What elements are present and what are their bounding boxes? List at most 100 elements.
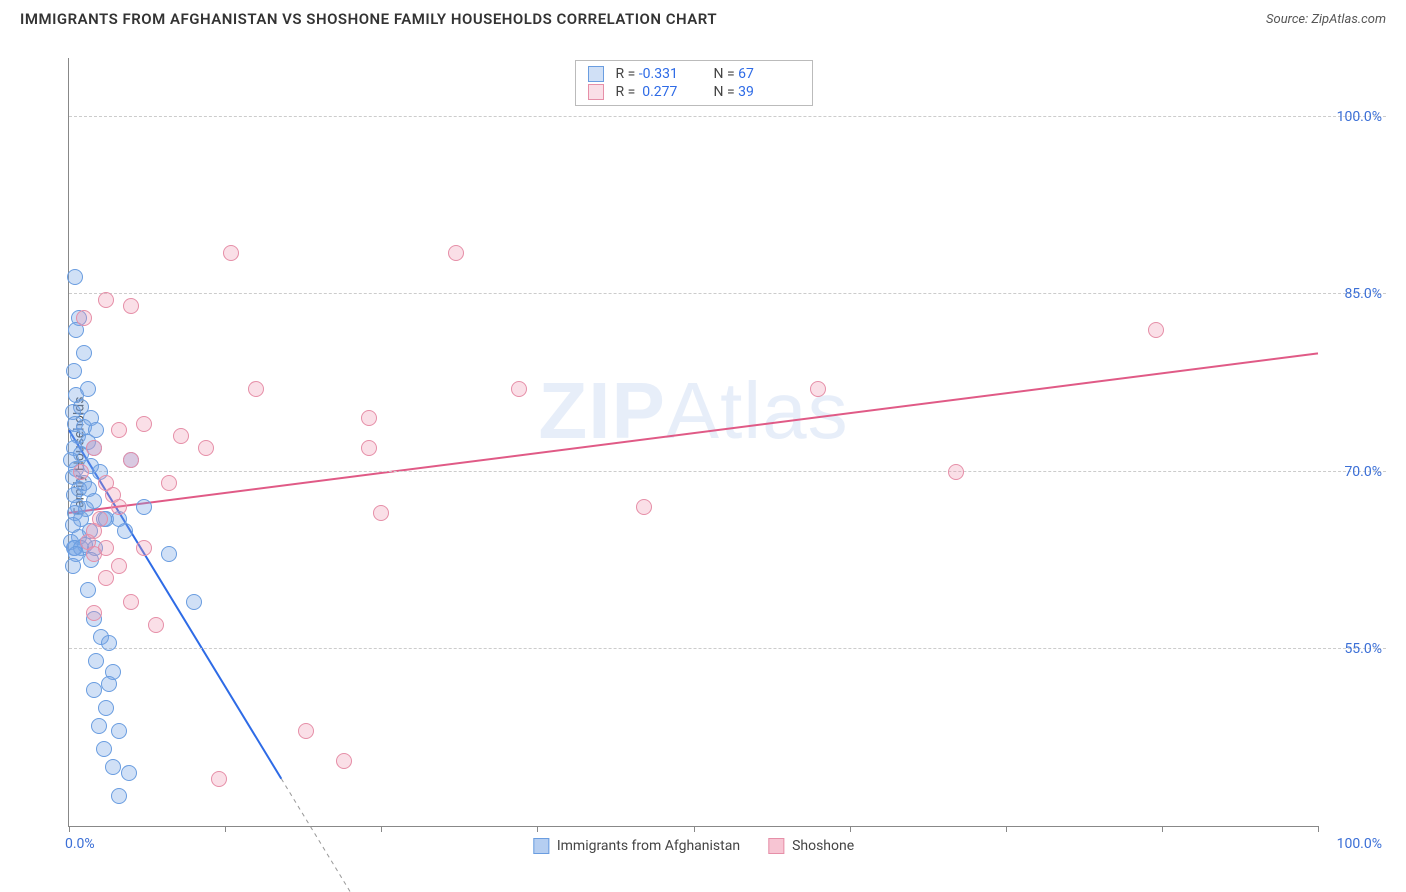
stats-n-cell-1: N = 67 xyxy=(714,66,800,82)
chart-container: Family Households ZIPAtlas R = -0.331 N … xyxy=(20,40,1386,872)
data-point xyxy=(298,723,314,739)
data-point xyxy=(198,440,214,456)
data-point xyxy=(1148,322,1164,338)
chart-title: IMMIGRANTS FROM AFGHANISTAN VS SHOSHONE … xyxy=(20,10,717,28)
legend-swatch-1 xyxy=(533,838,549,854)
r-label: R = xyxy=(616,84,636,100)
n-label: N = xyxy=(714,66,735,82)
correlation-stats-box: R = -0.331 N = 67 R = 0.277 N = 39 xyxy=(575,60,813,106)
source-prefix: Source: xyxy=(1266,12,1311,27)
x-tick xyxy=(69,826,70,832)
data-point xyxy=(248,381,264,397)
data-point xyxy=(173,428,189,444)
x-tick xyxy=(537,826,538,832)
data-point xyxy=(66,363,82,379)
data-point xyxy=(98,570,114,586)
data-point xyxy=(448,245,464,261)
data-point xyxy=(98,700,114,716)
data-point xyxy=(86,440,102,456)
data-point xyxy=(810,381,826,397)
data-point xyxy=(121,765,137,781)
r-value-2: 0.277 xyxy=(642,84,677,100)
data-point xyxy=(948,464,964,480)
data-point xyxy=(91,718,107,734)
data-point xyxy=(361,410,377,426)
y-tick-label: 85.0% xyxy=(1344,286,1382,302)
data-point xyxy=(105,487,121,503)
data-point xyxy=(123,452,139,468)
data-point xyxy=(136,540,152,556)
r-label: R = xyxy=(616,66,636,82)
data-point xyxy=(136,499,152,515)
data-point xyxy=(211,771,227,787)
y-tick-label: 70.0% xyxy=(1344,464,1382,480)
stats-swatch-series-1 xyxy=(588,66,604,82)
data-point xyxy=(161,546,177,562)
data-point xyxy=(101,676,117,692)
x-tick xyxy=(225,826,226,832)
data-point xyxy=(86,605,102,621)
x-tick xyxy=(1318,826,1319,832)
x-tick xyxy=(1162,826,1163,832)
data-point xyxy=(373,505,389,521)
data-point xyxy=(161,475,177,491)
legend-bottom: Immigrants from Afghanistan Shoshone xyxy=(533,838,854,854)
header: IMMIGRANTS FROM AFGHANISTAN VS SHOSHONE … xyxy=(0,0,1406,34)
legend-item-1: Immigrants from Afghanistan xyxy=(533,838,740,854)
data-point xyxy=(111,723,127,739)
data-point xyxy=(111,422,127,438)
legend-label-1: Immigrants from Afghanistan xyxy=(557,838,740,854)
source-name: ZipAtlas.com xyxy=(1311,12,1386,27)
x-axis-max-label: 100.0% xyxy=(1337,836,1382,852)
x-axis-min-label: 0.0% xyxy=(65,836,95,852)
data-point xyxy=(86,546,102,562)
stats-r-cell-1: R = -0.331 xyxy=(616,66,702,82)
legend-label-2: Shoshone xyxy=(792,838,854,854)
stats-swatch-series-2 xyxy=(588,84,604,100)
data-point xyxy=(111,558,127,574)
y-tick-label: 55.0% xyxy=(1344,641,1382,657)
data-point xyxy=(123,298,139,314)
stats-row-series-1: R = -0.331 N = 67 xyxy=(576,65,812,83)
data-point xyxy=(336,753,352,769)
x-tick xyxy=(694,826,695,832)
n-value-2: 39 xyxy=(738,84,754,100)
data-point xyxy=(96,741,112,757)
n-label: N = xyxy=(714,84,735,100)
data-point xyxy=(101,635,117,651)
plot-area: ZIPAtlas R = -0.331 N = 67 R = 0.277 N =… xyxy=(68,58,1318,827)
data-point xyxy=(65,558,81,574)
x-tick xyxy=(1006,826,1007,832)
data-point xyxy=(76,310,92,326)
data-point xyxy=(136,416,152,432)
watermark: ZIPAtlas xyxy=(538,365,848,457)
x-tick xyxy=(381,826,382,832)
data-point xyxy=(111,788,127,804)
source-attribution: Source: ZipAtlas.com xyxy=(1266,12,1386,27)
legend-swatch-2 xyxy=(768,838,784,854)
stats-r-cell-2: R = 0.277 xyxy=(616,84,702,100)
stats-row-series-2: R = 0.277 N = 39 xyxy=(576,83,812,101)
legend-item-2: Shoshone xyxy=(768,838,854,854)
watermark-light: Atlas xyxy=(666,366,849,455)
trend-line xyxy=(69,353,1318,513)
gridline xyxy=(69,648,1386,649)
n-value-1: 67 xyxy=(738,66,754,82)
data-point xyxy=(80,582,96,598)
data-point xyxy=(98,292,114,308)
gridline xyxy=(69,293,1386,294)
data-point xyxy=(361,440,377,456)
watermark-bold: ZIP xyxy=(538,366,665,455)
gridline xyxy=(69,116,1386,117)
data-point xyxy=(76,345,92,361)
data-point xyxy=(73,464,89,480)
data-point xyxy=(86,682,102,698)
data-point xyxy=(117,523,133,539)
stats-n-cell-2: N = 39 xyxy=(714,84,800,100)
data-point xyxy=(511,381,527,397)
data-point xyxy=(186,594,202,610)
data-point xyxy=(636,499,652,515)
data-point xyxy=(88,653,104,669)
data-point xyxy=(105,759,121,775)
data-point xyxy=(67,269,83,285)
